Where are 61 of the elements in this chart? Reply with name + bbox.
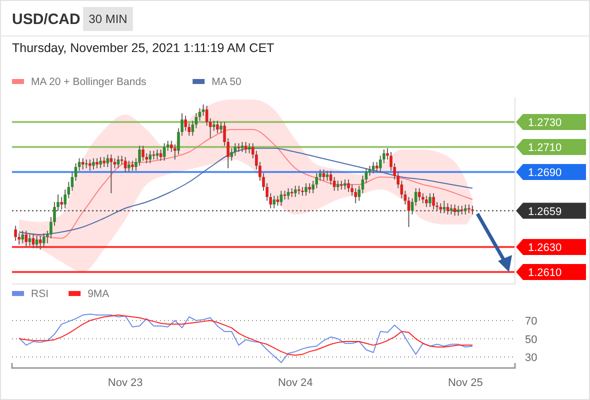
line-series: [18, 314, 473, 364]
candlestick: [418, 188, 421, 202]
candlestick: [336, 180, 340, 192]
candlestick: [131, 160, 134, 172]
x-tick-label: Nov 23: [108, 377, 143, 389]
chart-title: USD/CAD: [12, 11, 80, 28]
candlestick: [294, 185, 297, 198]
text: Thursday, November 25, 2021 1:11:19 AM CET: [12, 41, 275, 55]
y-tick-label: 70: [525, 316, 538, 328]
y-tick-label: 1.2710: [528, 142, 562, 154]
candlestick: [21, 230, 24, 244]
candlestick: [92, 158, 95, 170]
candlestick: [304, 182, 308, 196]
candlestick: [286, 188, 290, 200]
candlestick: [14, 225, 17, 242]
candlestick: [344, 179, 346, 190]
candlestick: [354, 188, 357, 204]
y-tick-label: 1.2630: [528, 242, 562, 254]
candlestick: [124, 156, 127, 172]
chart-subtitle: 30 MIN: [88, 12, 128, 26]
candlestick: [142, 145, 144, 162]
candlestick: [308, 182, 311, 194]
candlestick: [272, 195, 276, 209]
y-tick-label: 1.2690: [528, 167, 562, 179]
candlestick: [99, 156, 102, 169]
line-series: [18, 148, 473, 235]
candlestick: [432, 192, 435, 210]
candlestick: [102, 156, 106, 168]
candlestick: [88, 159, 92, 172]
candlestick: [464, 204, 467, 215]
candlestick: [127, 160, 130, 172]
legend-label: MA 20 + Bollinger Bands: [31, 76, 146, 88]
candlestick: [220, 122, 222, 134]
candlestick: [212, 120, 216, 132]
candlestick: [216, 120, 219, 134]
candlestick: [329, 170, 332, 185]
candlestick: [446, 202, 450, 215]
candlestick: [38, 235, 42, 250]
y-tick-label: 50: [525, 334, 538, 346]
legend-label: MA 50: [212, 76, 242, 88]
y-tick-label: 1.2730: [528, 117, 562, 129]
candlestick: [60, 196, 63, 210]
candlestick: [347, 179, 350, 192]
y-tick-label: 1.2659: [528, 206, 562, 218]
y-tick-label: 1.2610: [528, 267, 562, 279]
candlestick: [428, 192, 432, 208]
legend-label: RSI: [31, 288, 49, 300]
legend-label: 9MA: [88, 288, 110, 300]
candlestick: [375, 162, 378, 172]
x-tick-label: Nov 24: [278, 377, 313, 389]
candlestick: [425, 195, 428, 208]
candlestick: [422, 192, 424, 204]
candlestick: [439, 202, 442, 214]
candlestick: [42, 232, 46, 248]
candlestick: [148, 150, 152, 164]
x-tick-label: Nov 25: [448, 377, 483, 389]
line-series: [18, 314, 473, 356]
candlestick: [174, 144, 176, 160]
candlestick: [230, 148, 234, 162]
candlestick: [96, 158, 98, 169]
y-tick-label: 30: [525, 352, 538, 364]
